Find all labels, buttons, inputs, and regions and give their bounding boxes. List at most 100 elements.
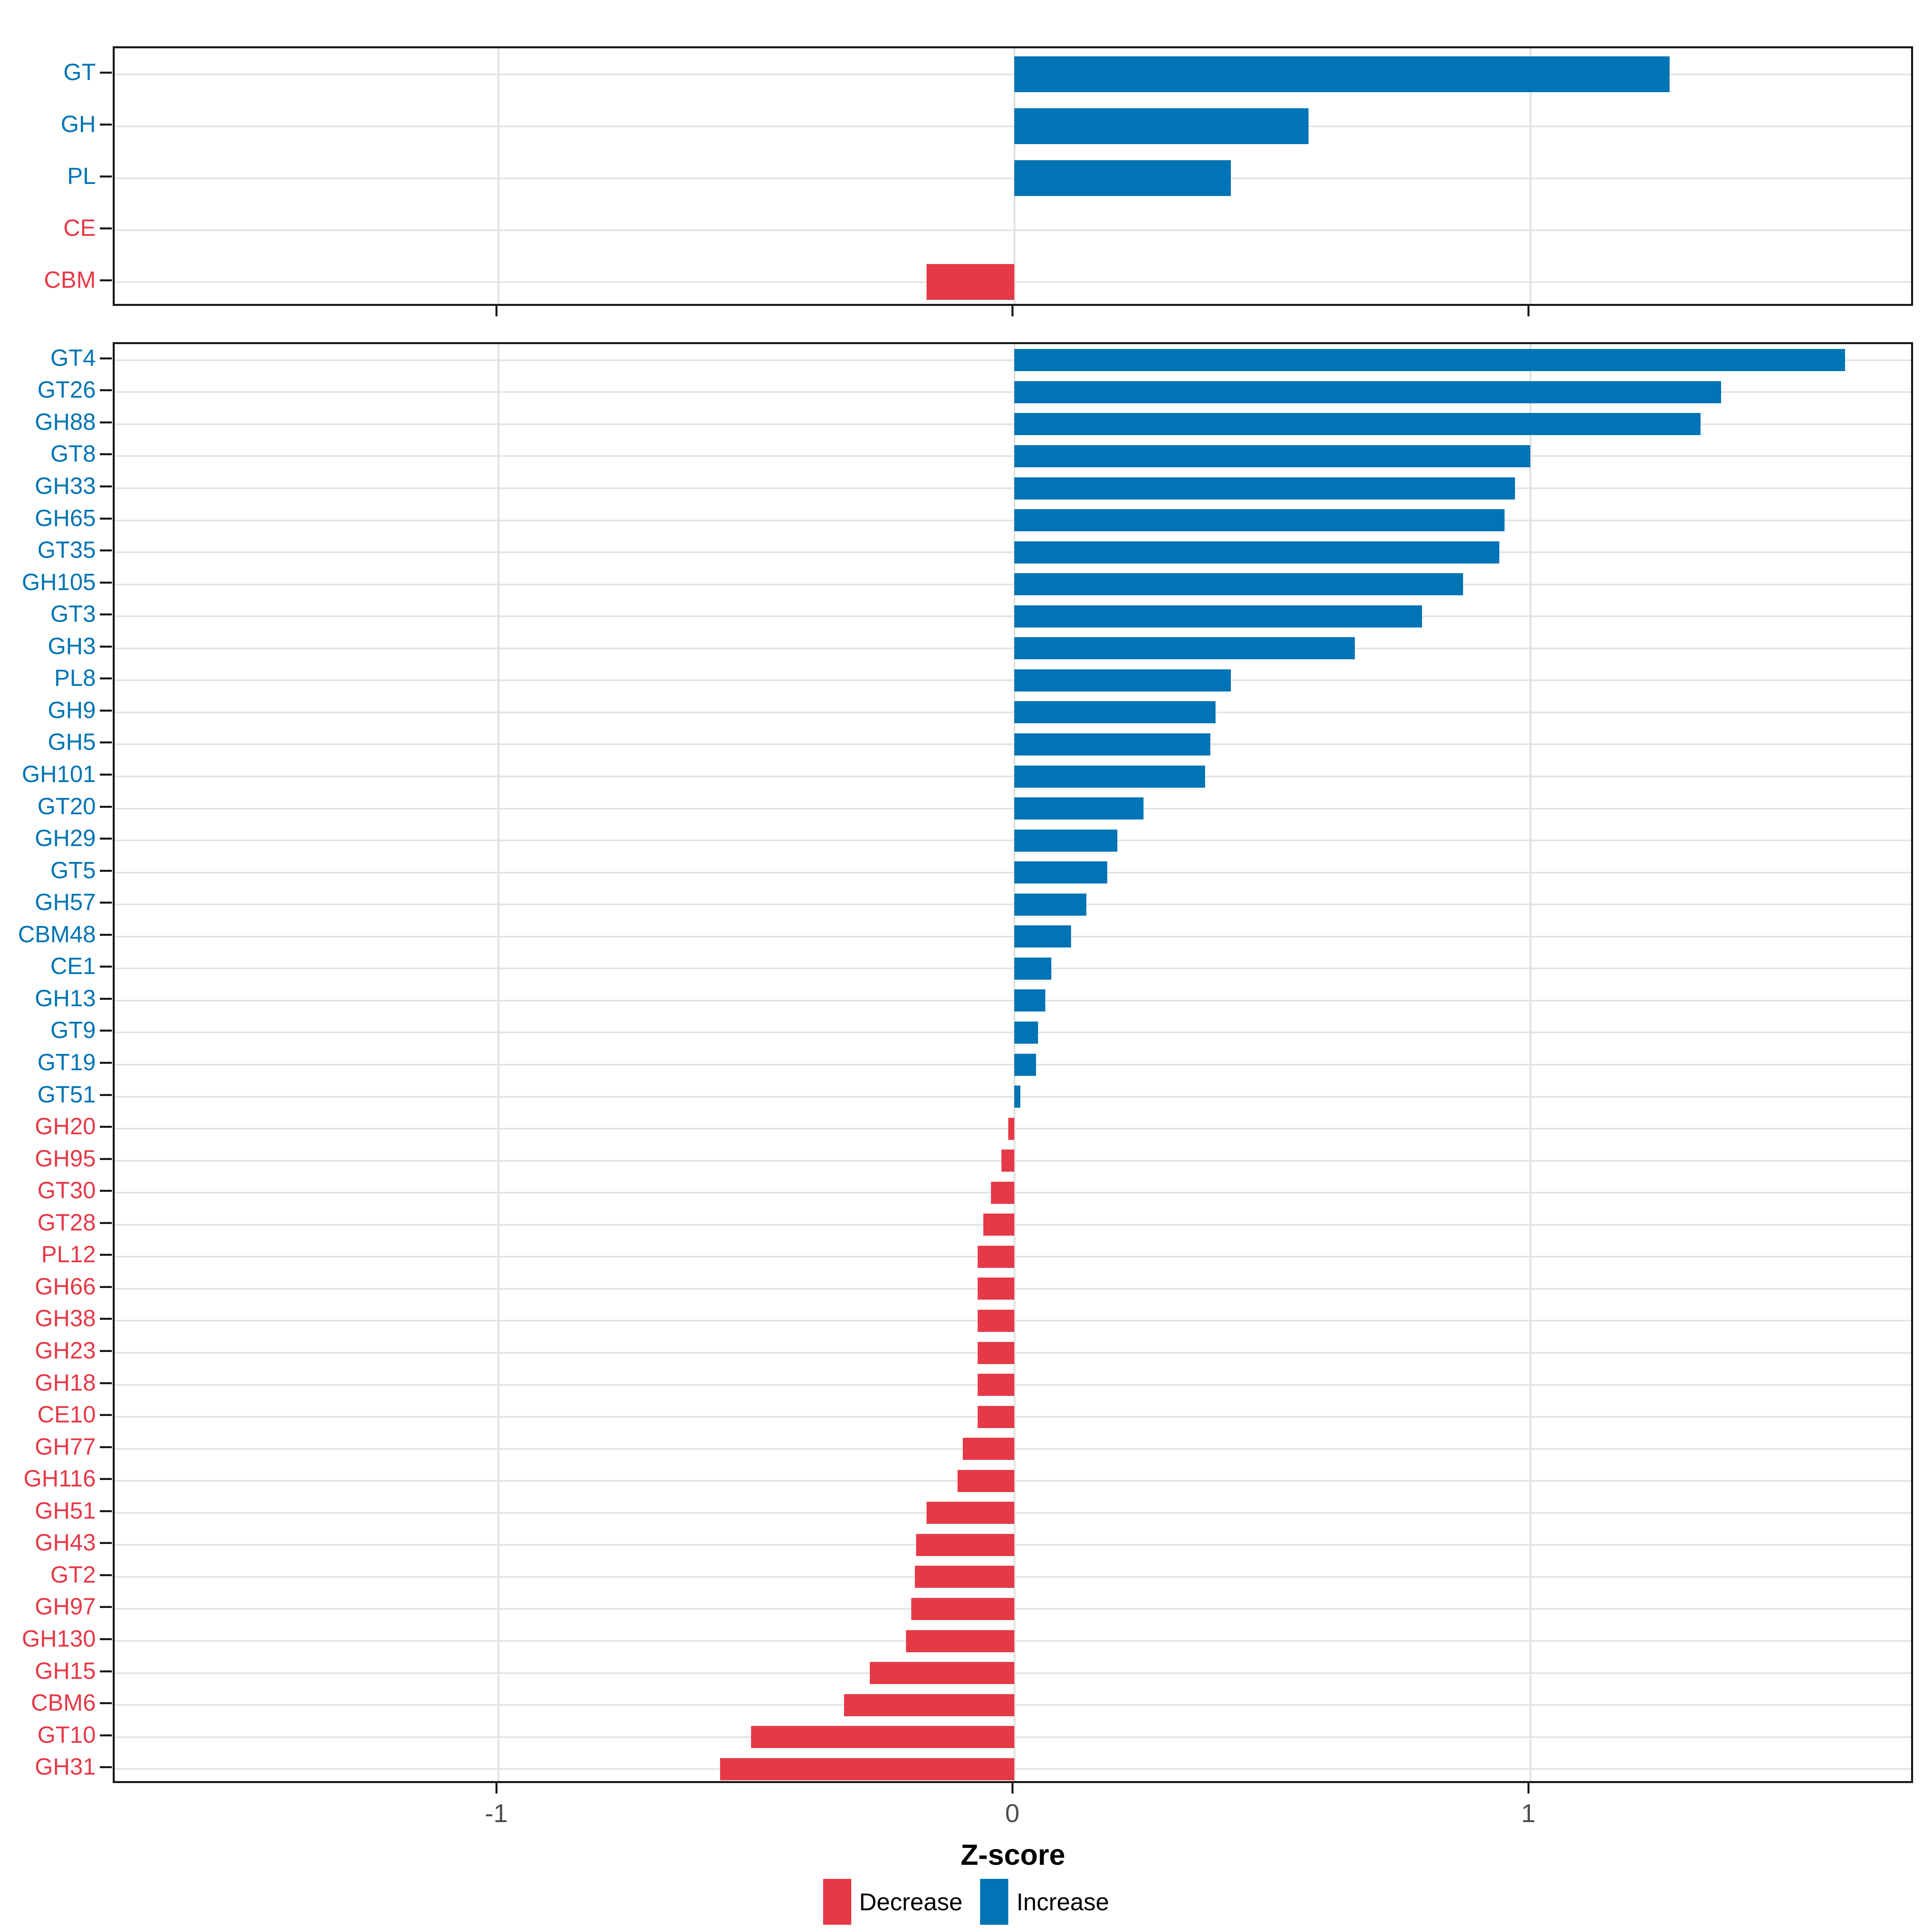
bar-GT19 [1014, 1053, 1036, 1076]
gridline-horizontal [115, 711, 1911, 713]
gridline-horizontal [115, 968, 1911, 970]
category-label-GH9: GH9 [47, 697, 96, 723]
bar-GH5 [1014, 733, 1211, 755]
category-label-GT4: GT4 [50, 345, 96, 371]
x-tick-mark [1527, 306, 1530, 316]
gridline-horizontal [115, 1096, 1911, 1098]
bar-GH97 [911, 1598, 1014, 1620]
y-tick-mark [100, 1414, 112, 1416]
category-label-CE: CE [63, 215, 96, 241]
bar-GH38 [977, 1309, 1014, 1332]
y-tick-mark [100, 453, 112, 456]
bar-GH65 [1014, 509, 1505, 532]
gridline-horizontal [115, 519, 1911, 521]
y-tick-mark [100, 613, 112, 616]
bar-GH15 [870, 1662, 1014, 1684]
bar-PL8 [1014, 669, 1231, 691]
category-label-GT30: GT30 [37, 1177, 96, 1204]
y-tick-mark [100, 838, 112, 840]
gridline-horizontal [115, 871, 1911, 873]
gridline-horizontal [115, 776, 1911, 777]
legend-label: Increase [1016, 1888, 1109, 1915]
gridline-vertical [497, 344, 500, 1781]
bar-GT2 [914, 1566, 1014, 1588]
x-tick-label-pos1: 1 [1521, 1799, 1536, 1828]
gridline-horizontal [115, 391, 1911, 393]
bar-GH29 [1014, 829, 1118, 852]
bar-GH43 [916, 1534, 1014, 1556]
y-tick-mark [100, 1574, 112, 1576]
y-tick-mark [100, 1094, 112, 1096]
gridline-horizontal [115, 935, 1911, 937]
category-label-CE1: CE1 [50, 953, 96, 980]
y-tick-mark [100, 1062, 112, 1064]
gridline-horizontal [115, 999, 1911, 1001]
panel-cazyme-families [113, 342, 1913, 1783]
category-label-GH13: GH13 [35, 985, 96, 1011]
bar-GT51 [1014, 1086, 1021, 1108]
gridline-horizontal [115, 551, 1911, 553]
bar-PL [1014, 160, 1231, 196]
category-label-GH23: GH23 [35, 1338, 96, 1364]
legend-label: Decrease [859, 1888, 963, 1915]
gridline-horizontal [115, 583, 1911, 585]
gridline-vertical [1530, 344, 1532, 1781]
bar-GH33 [1014, 477, 1515, 500]
gridline-horizontal [115, 1032, 1911, 1034]
category-label-CBM: CBM [44, 266, 96, 293]
y-tick-mark [100, 997, 112, 1000]
bar-GT28 [983, 1214, 1014, 1236]
category-label-GT19: GT19 [37, 1049, 96, 1075]
bar-GT3 [1014, 605, 1422, 627]
gridline-horizontal [115, 743, 1911, 745]
x-tick-label-zero: 0 [1005, 1799, 1020, 1828]
category-label-GH51: GH51 [35, 1497, 96, 1524]
gridline-horizontal [115, 423, 1911, 425]
category-label-CE10: CE10 [37, 1402, 96, 1428]
y-tick-mark [100, 1766, 112, 1769]
bar-GT4 [1014, 349, 1845, 372]
category-label-GT20: GT20 [37, 793, 96, 819]
bar-PL12 [977, 1245, 1014, 1268]
x-tick-mark [1527, 1783, 1530, 1794]
y-tick-mark [100, 1350, 112, 1352]
category-label-GH31: GH31 [35, 1754, 96, 1780]
y-tick-mark [100, 805, 112, 808]
x-tick-mark [1011, 1783, 1013, 1794]
y-tick-mark [100, 902, 112, 904]
bar-CBM6 [844, 1694, 1014, 1716]
bar-GH18 [977, 1374, 1014, 1396]
gridline-horizontal [115, 359, 1911, 361]
category-label-GT8: GT8 [50, 441, 96, 467]
bar-GH130 [906, 1630, 1014, 1652]
gridline-horizontal [115, 229, 1911, 231]
gridline-horizontal [115, 615, 1911, 617]
category-label-GH88: GH88 [35, 409, 96, 435]
gridline-horizontal [115, 904, 1911, 906]
category-label-CBM6: CBM6 [31, 1690, 96, 1716]
legend: Decrease Increase [0, 1879, 1932, 1925]
bar-GH57 [1014, 893, 1087, 916]
y-tick-mark [100, 279, 112, 281]
y-tick-mark [100, 1478, 112, 1480]
y-tick-mark [100, 1702, 112, 1705]
category-label-GH57: GH57 [35, 889, 96, 916]
legend-swatch-increase [980, 1879, 1009, 1925]
category-label-GH38: GH38 [35, 1305, 96, 1332]
category-label-GH66: GH66 [35, 1273, 96, 1300]
y-tick-mark [100, 1510, 112, 1512]
y-tick-mark [100, 517, 112, 520]
bar-GH51 [927, 1502, 1014, 1524]
bar-GH88 [1014, 413, 1701, 436]
bar-GT [1014, 56, 1670, 92]
category-label-GH77: GH77 [35, 1433, 96, 1460]
y-tick-mark [100, 227, 112, 229]
category-label-GT51: GT51 [37, 1081, 96, 1108]
category-label-GH101: GH101 [22, 761, 96, 787]
category-label-GT35: GT35 [37, 537, 96, 564]
category-label-GT10: GT10 [37, 1721, 96, 1748]
x-tick-mark [495, 306, 497, 316]
y-tick-mark [100, 1158, 112, 1160]
gridline-horizontal [115, 647, 1911, 649]
